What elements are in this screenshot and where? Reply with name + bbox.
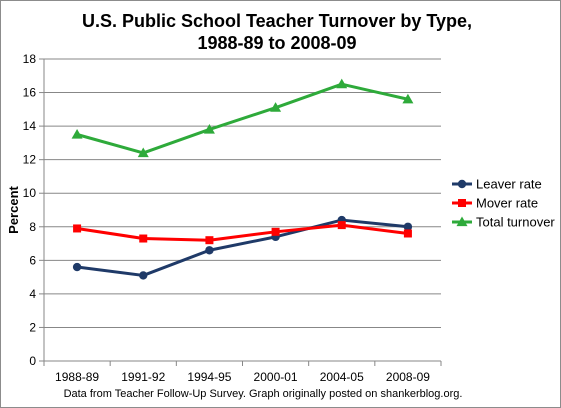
x-tick-label: 2008-09 [386, 370, 430, 384]
chart-title-line-1: U.S. Public School Teacher Turnover by T… [82, 11, 472, 31]
series [71, 78, 414, 280]
data-point-mover-rate [139, 234, 148, 243]
legend-label: Mover rate [476, 196, 538, 211]
legend-swatch-marker [458, 199, 466, 207]
legend-swatch-marker [456, 216, 468, 227]
x-tick-label: 1988-89 [55, 370, 99, 384]
legend-item-leaver-rate: Leaver rate [452, 177, 542, 192]
y-tick-label: 10 [23, 186, 37, 200]
data-point-leaver-rate [403, 222, 413, 231]
series-line-leaver-rate [76, 218, 409, 277]
y-tick-label: 16 [23, 86, 37, 100]
y-tick-label: 4 [29, 287, 36, 301]
grid [44, 58, 441, 328]
x-tick-label: 2004-05 [320, 370, 364, 384]
x-tick-label: 1991-92 [121, 370, 165, 384]
data-point-total-turnover [203, 123, 215, 134]
data-point-mover-rate [403, 229, 412, 238]
y-tick-labels: 0 2 4 6 8 10 12 14 16 18 [23, 52, 37, 368]
series-line-mover-rate [76, 223, 409, 242]
axes [39, 58, 442, 366]
data-point-leaver-rate [205, 246, 214, 255]
legend: Leaver rate Mover rate Total turnover [452, 177, 555, 230]
series-total-turnover [71, 78, 414, 158]
x-tick-label: 2000-01 [254, 370, 298, 384]
y-tick-label: 8 [29, 220, 36, 234]
series-leaver-rate [72, 215, 413, 280]
legend-item-total-turnover: Total turnover [452, 215, 555, 230]
legend-label: Leaver rate [476, 177, 542, 192]
data-point-mover-rate [73, 224, 82, 233]
data-point-total-turnover [336, 78, 348, 89]
y-tick-label: 0 [29, 354, 36, 368]
data-point-leaver-rate [72, 262, 82, 272]
data-point-total-turnover [137, 147, 149, 158]
x-tick-label: 1994-95 [187, 370, 231, 384]
y-tick-label: 12 [23, 153, 37, 167]
y-tick-label: 6 [29, 253, 36, 267]
data-point-mover-rate [337, 221, 346, 230]
data-point-mover-rate [271, 227, 280, 236]
legend-swatch-marker [457, 179, 467, 189]
y-tick-label: 14 [23, 119, 37, 133]
data-point-total-turnover [71, 129, 83, 139]
data-point-leaver-rate [139, 271, 148, 280]
y-tick-label: 2 [29, 320, 36, 334]
legend-item-mover-rate: Mover rate [452, 196, 538, 211]
data-point-total-turnover [402, 93, 414, 104]
source-note: Data from Teacher Follow-Up Survey. Grap… [64, 388, 463, 400]
x-tick-labels: 1988-89 1991-92 1994-95 2000-01 2004-05 2008-… [55, 370, 430, 384]
y-tick-label: 18 [23, 52, 37, 66]
series-line-total-turnover [76, 82, 409, 155]
y-axis-label: Percent [6, 185, 21, 233]
data-point-mover-rate [205, 236, 214, 245]
legend-label: Total turnover [476, 215, 555, 230]
series-mover-rate [73, 221, 412, 245]
data-point-total-turnover [270, 102, 282, 112]
chart-title-line-2: 1988-89 to 2008-09 [197, 33, 356, 53]
